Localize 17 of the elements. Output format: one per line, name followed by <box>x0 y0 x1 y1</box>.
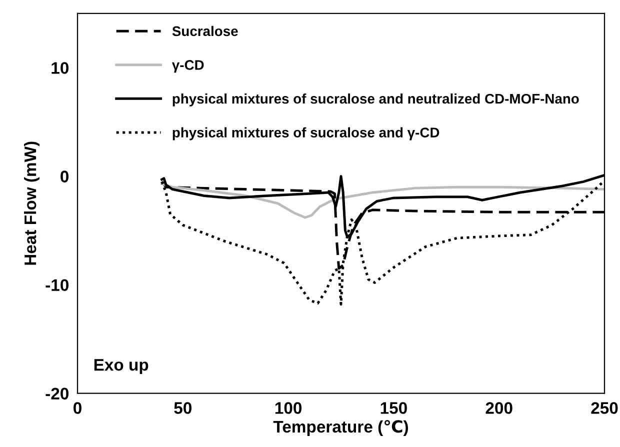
x-tick-label: 50 <box>174 402 192 414</box>
x-tick-label: 150 <box>380 402 407 414</box>
y-axis-title: Heat Flow (mW) <box>24 142 40 265</box>
legend-label: physical mixtures of sucralose and γ-CD <box>172 127 440 140</box>
y-tick-label: -10 <box>46 279 68 292</box>
x-tick-label: 0 <box>74 402 82 414</box>
x-tick-label: 250 <box>591 402 618 414</box>
legend-label: physical mixtures of sucralose and neutralized CD-MOF-Nano <box>172 93 579 106</box>
x-tick-label: 200 <box>486 402 512 414</box>
legend-label: Sucralose <box>172 26 238 36</box>
y-tick-label: -20 <box>46 388 68 400</box>
x-tick-label: 100 <box>275 402 302 414</box>
legend-label: γ-CD <box>172 60 204 73</box>
x-axis-title: Temperature (℃) <box>273 420 408 436</box>
annotation: Exo up <box>94 359 148 374</box>
y-tick-label: 0 <box>60 170 68 182</box>
y-tick-label: 10 <box>52 62 68 74</box>
